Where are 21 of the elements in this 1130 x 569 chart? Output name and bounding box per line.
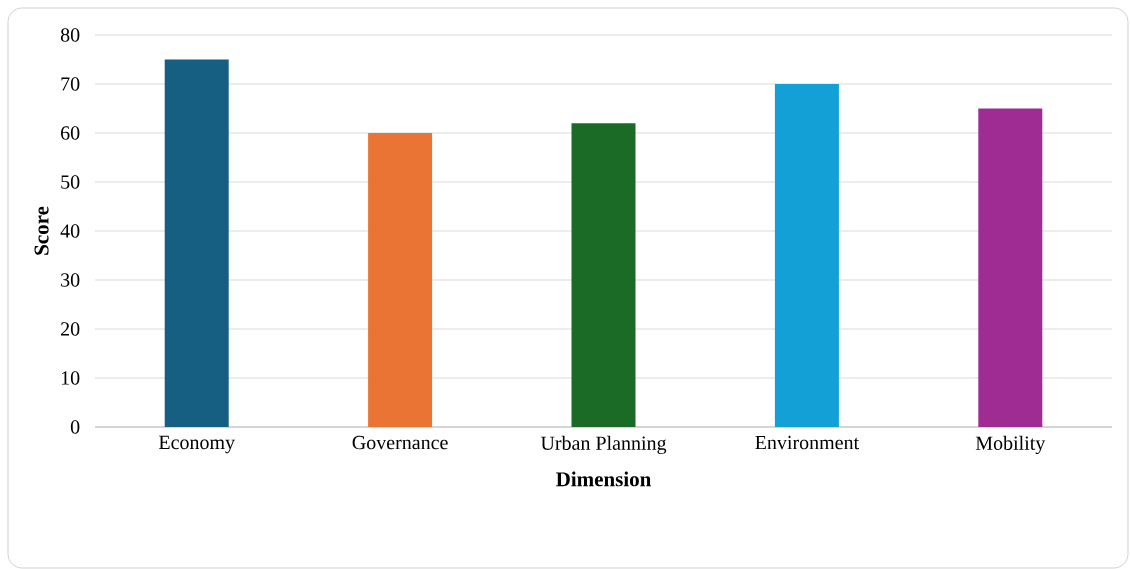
y-tick-label: 20 [61, 322, 80, 336]
y-tick-label: 80 [60, 28, 80, 42]
y-tick-label: 50 [61, 175, 80, 189]
bar [571, 123, 636, 427]
y-tick-label: 70 [61, 77, 80, 91]
x-tick-label: Economy [158, 435, 235, 454]
y-tick-label: 10 [61, 371, 80, 385]
y-tick-label: 30 [61, 273, 80, 287]
bar [164, 59, 229, 427]
y-tick-label: 40 [60, 224, 80, 238]
y-tick-label: 60 [61, 126, 80, 140]
x-axis-title: Dimension [556, 471, 652, 487]
y-tick-label: 0 [70, 420, 80, 434]
bar [978, 108, 1043, 427]
x-tick-label: Urban Planning [540, 435, 667, 455]
y-axis-title: Score [34, 206, 49, 255]
x-tick-label: Governance [352, 435, 448, 450]
bar [774, 84, 839, 427]
x-tick-label: Mobility [975, 435, 1046, 455]
bar [368, 132, 433, 427]
x-tick-label: Environment [755, 435, 860, 450]
